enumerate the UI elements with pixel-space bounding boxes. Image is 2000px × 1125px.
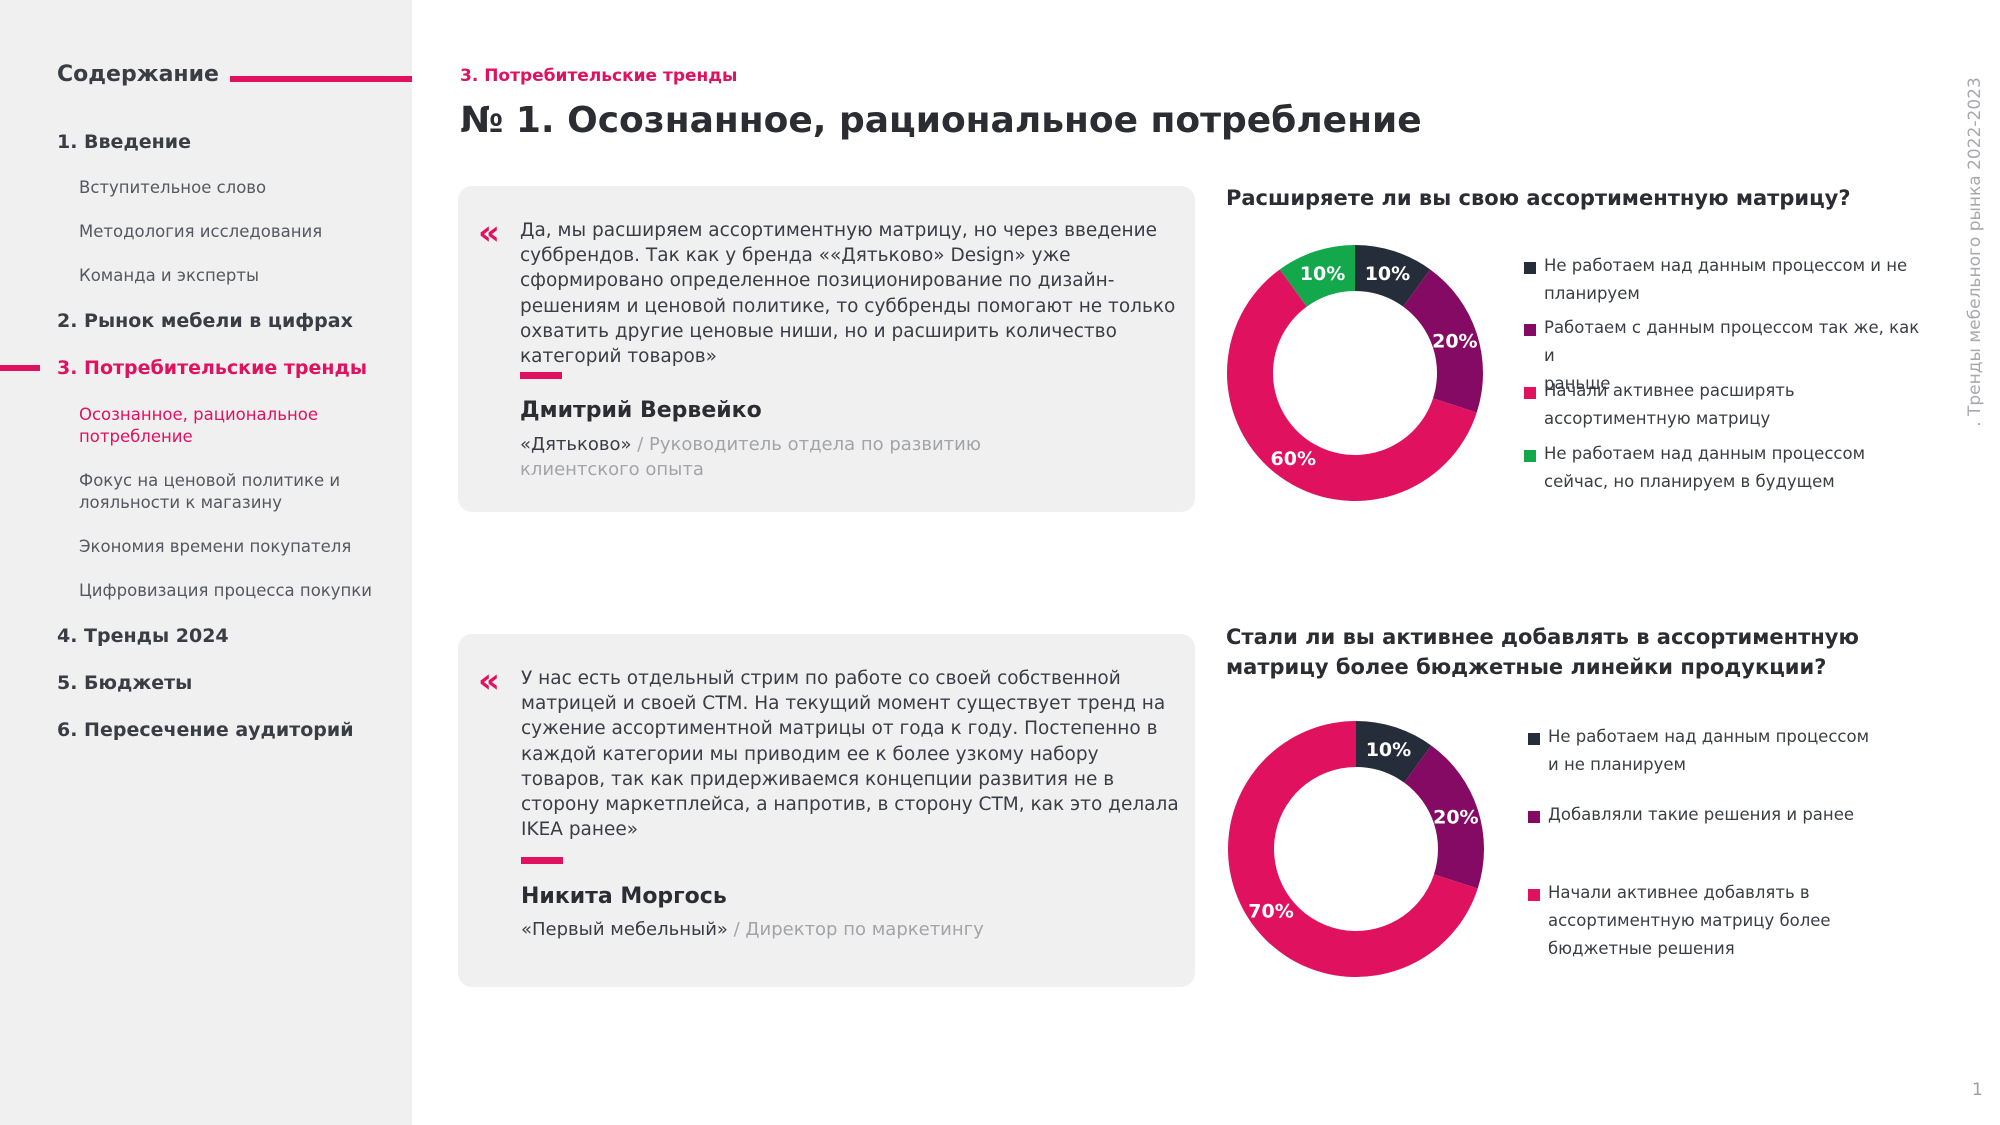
toc-sub-time-saving[interactable]: Экономия времени покупателя [79, 537, 352, 556]
chart-legend: Не работаем над данным процессом и не пла… [1528, 723, 1928, 983]
donut-slice-label: 10% [1366, 739, 1411, 761]
legend-label: и не планируем [1548, 755, 1686, 774]
legend-label: бюджетные решения [1548, 939, 1735, 958]
legend-swatch [1528, 733, 1540, 745]
toc-active-marker [0, 365, 40, 371]
legend-swatch [1524, 324, 1536, 336]
legend-label: планируем [1544, 284, 1640, 303]
quote-text: У нас есть отдельный стрим по работе со … [521, 668, 1179, 841]
toc-sub-digitalization[interactable]: Цифровизация процесса покупки [79, 581, 372, 600]
donut-slice [1404, 745, 1484, 889]
donut-chart: 10% 20% 60% 10% [1227, 245, 1483, 501]
donut-slice-label: 60% [1271, 448, 1316, 470]
quote-card: « У нас есть отдельный стрим по работе с… [458, 634, 1195, 987]
donut-slice-label: 20% [1432, 331, 1477, 353]
toc-sub-team[interactable]: Команда и эксперты [79, 266, 260, 285]
quote-author-position: / Директор по маркетингу [727, 919, 984, 940]
legend-item: Начали активнее расширять ассортиментную … [1524, 377, 1795, 433]
legend-label: Работаем с данным процессом так же, как … [1544, 318, 1920, 365]
legend-label: Добавляли такие решения и ранее [1548, 805, 1854, 824]
chart-legend: Не работаем над данным процессом и не пла… [1524, 252, 1924, 502]
legend-label: сейчас, но планируем в будущем [1544, 472, 1835, 491]
toc-item-trends-2024[interactable]: 4. Тренды 2024 [57, 625, 229, 647]
page-number: 1 [1972, 1080, 1983, 1100]
donut-slice-label: 20% [1433, 807, 1478, 829]
sidebar: Содержание 1. Введение Вступительное сло… [0, 0, 412, 1125]
donut-slice [1355, 245, 1431, 307]
quote-author-company: «Первый мебельный» [521, 919, 728, 940]
quote-divider [521, 857, 563, 864]
quote-author-name: Дмитрий Вервейко [520, 398, 762, 423]
legend-swatch [1524, 262, 1536, 274]
section-label: 3. Потребительские тренды [460, 66, 738, 86]
side-vertical-label: . Тренды мебельного рынка 2022-2023 [1965, 77, 1985, 427]
quote-author-role: «Первый мебельный» / Директор по маркети… [521, 917, 1021, 942]
legend-item: Начали активнее добавлять в ассортиментну… [1528, 879, 1831, 963]
donut-slice [1227, 269, 1477, 501]
donut-slice [1403, 269, 1483, 413]
legend-item: Добавляли такие решения и ранее [1528, 801, 1854, 829]
quote-mark-icon: « [478, 213, 500, 253]
legend-label: Не работаем над данным процессом и не [1544, 256, 1908, 275]
donut-slice [1228, 721, 1478, 977]
toc-item-consumer-trends[interactable]: 3. Потребительские тренды [57, 357, 368, 379]
legend-label: Начали активнее добавлять в [1548, 883, 1810, 902]
quote-author-role: «Дятьково» / Руководитель отдела по разв… [520, 432, 1020, 482]
donut-slice-label: 70% [1248, 901, 1293, 923]
toc-item-audiences[interactable]: 6. Пересечение аудиторий [57, 719, 354, 741]
quote-divider [520, 372, 562, 379]
donut-chart: 10% 20% 70% [1228, 721, 1484, 977]
toc-header: Содержание [57, 62, 219, 87]
donut-slice [1279, 245, 1355, 307]
quote-card: « Да, мы расширяем ассортиментную матриц… [458, 186, 1195, 512]
legend-label: Не работаем над данным процессом [1548, 727, 1870, 746]
toc-item-market[interactable]: 2. Рынок мебели в цифрах [57, 310, 353, 332]
legend-item: Не работаем над данным процессом и не пла… [1524, 252, 1907, 308]
legend-swatch [1524, 450, 1536, 462]
toc-sub-conscious-consumption[interactable]: Осознанное, рациональное потребление [79, 405, 318, 446]
legend-label: Не работаем над данным процессом [1544, 444, 1866, 463]
legend-label: раньше [1544, 374, 1611, 393]
quote-mark-icon: « [478, 661, 500, 701]
toc-sub-intro-word[interactable]: Вступительное слово [79, 178, 267, 197]
donut-slice [1356, 721, 1432, 783]
legend-label: ассортиментную матрицу более [1548, 911, 1831, 930]
toc-sub-price-focus[interactable]: Фокус на ценовой политике и лояльности к… [79, 471, 341, 512]
chart-title: Расширяете ли вы свою ассортиментную мат… [1226, 186, 1851, 210]
page-title: № 1. Осознанное, рациональное потреблени… [460, 100, 1422, 141]
toc-item-budgets[interactable]: 5. Бюджеты [57, 672, 193, 694]
chart-title: Стали ли вы активнее добавлять в ассорти… [1226, 625, 1859, 679]
side-vertical-text: . Тренды мебельного рынка 2022-2023 [1960, 72, 1990, 432]
legend-swatch [1524, 387, 1536, 399]
quote-author-company: «Дятьково» [520, 434, 632, 455]
legend-swatch [1528, 811, 1540, 823]
legend-label: ассортиментную матрицу [1544, 409, 1771, 428]
donut-slice-label: 10% [1300, 263, 1345, 285]
legend-item: Работаем с данным процессом так же, как … [1524, 314, 1924, 398]
donut-slice-label: 10% [1365, 263, 1410, 285]
legend-item: Не работаем над данным процессом и не пла… [1528, 723, 1869, 779]
legend-swatch [1528, 889, 1540, 901]
toc-item-introduction[interactable]: 1. Введение [57, 131, 192, 153]
legend-label: Начали активнее расширять [1544, 381, 1795, 400]
quote-author-name: Никита Моргось [521, 884, 727, 909]
toc-sub-methodology[interactable]: Методология исследования [79, 222, 323, 241]
toc-header-divider [230, 76, 412, 82]
quote-author-position: / Руководитель отдела по развитию клиент… [520, 434, 982, 480]
quote-text: Да, мы расширяем ассортиментную матрицу,… [520, 220, 1176, 368]
legend-item: Не работаем над данным процессом сейчас, … [1524, 440, 1865, 496]
